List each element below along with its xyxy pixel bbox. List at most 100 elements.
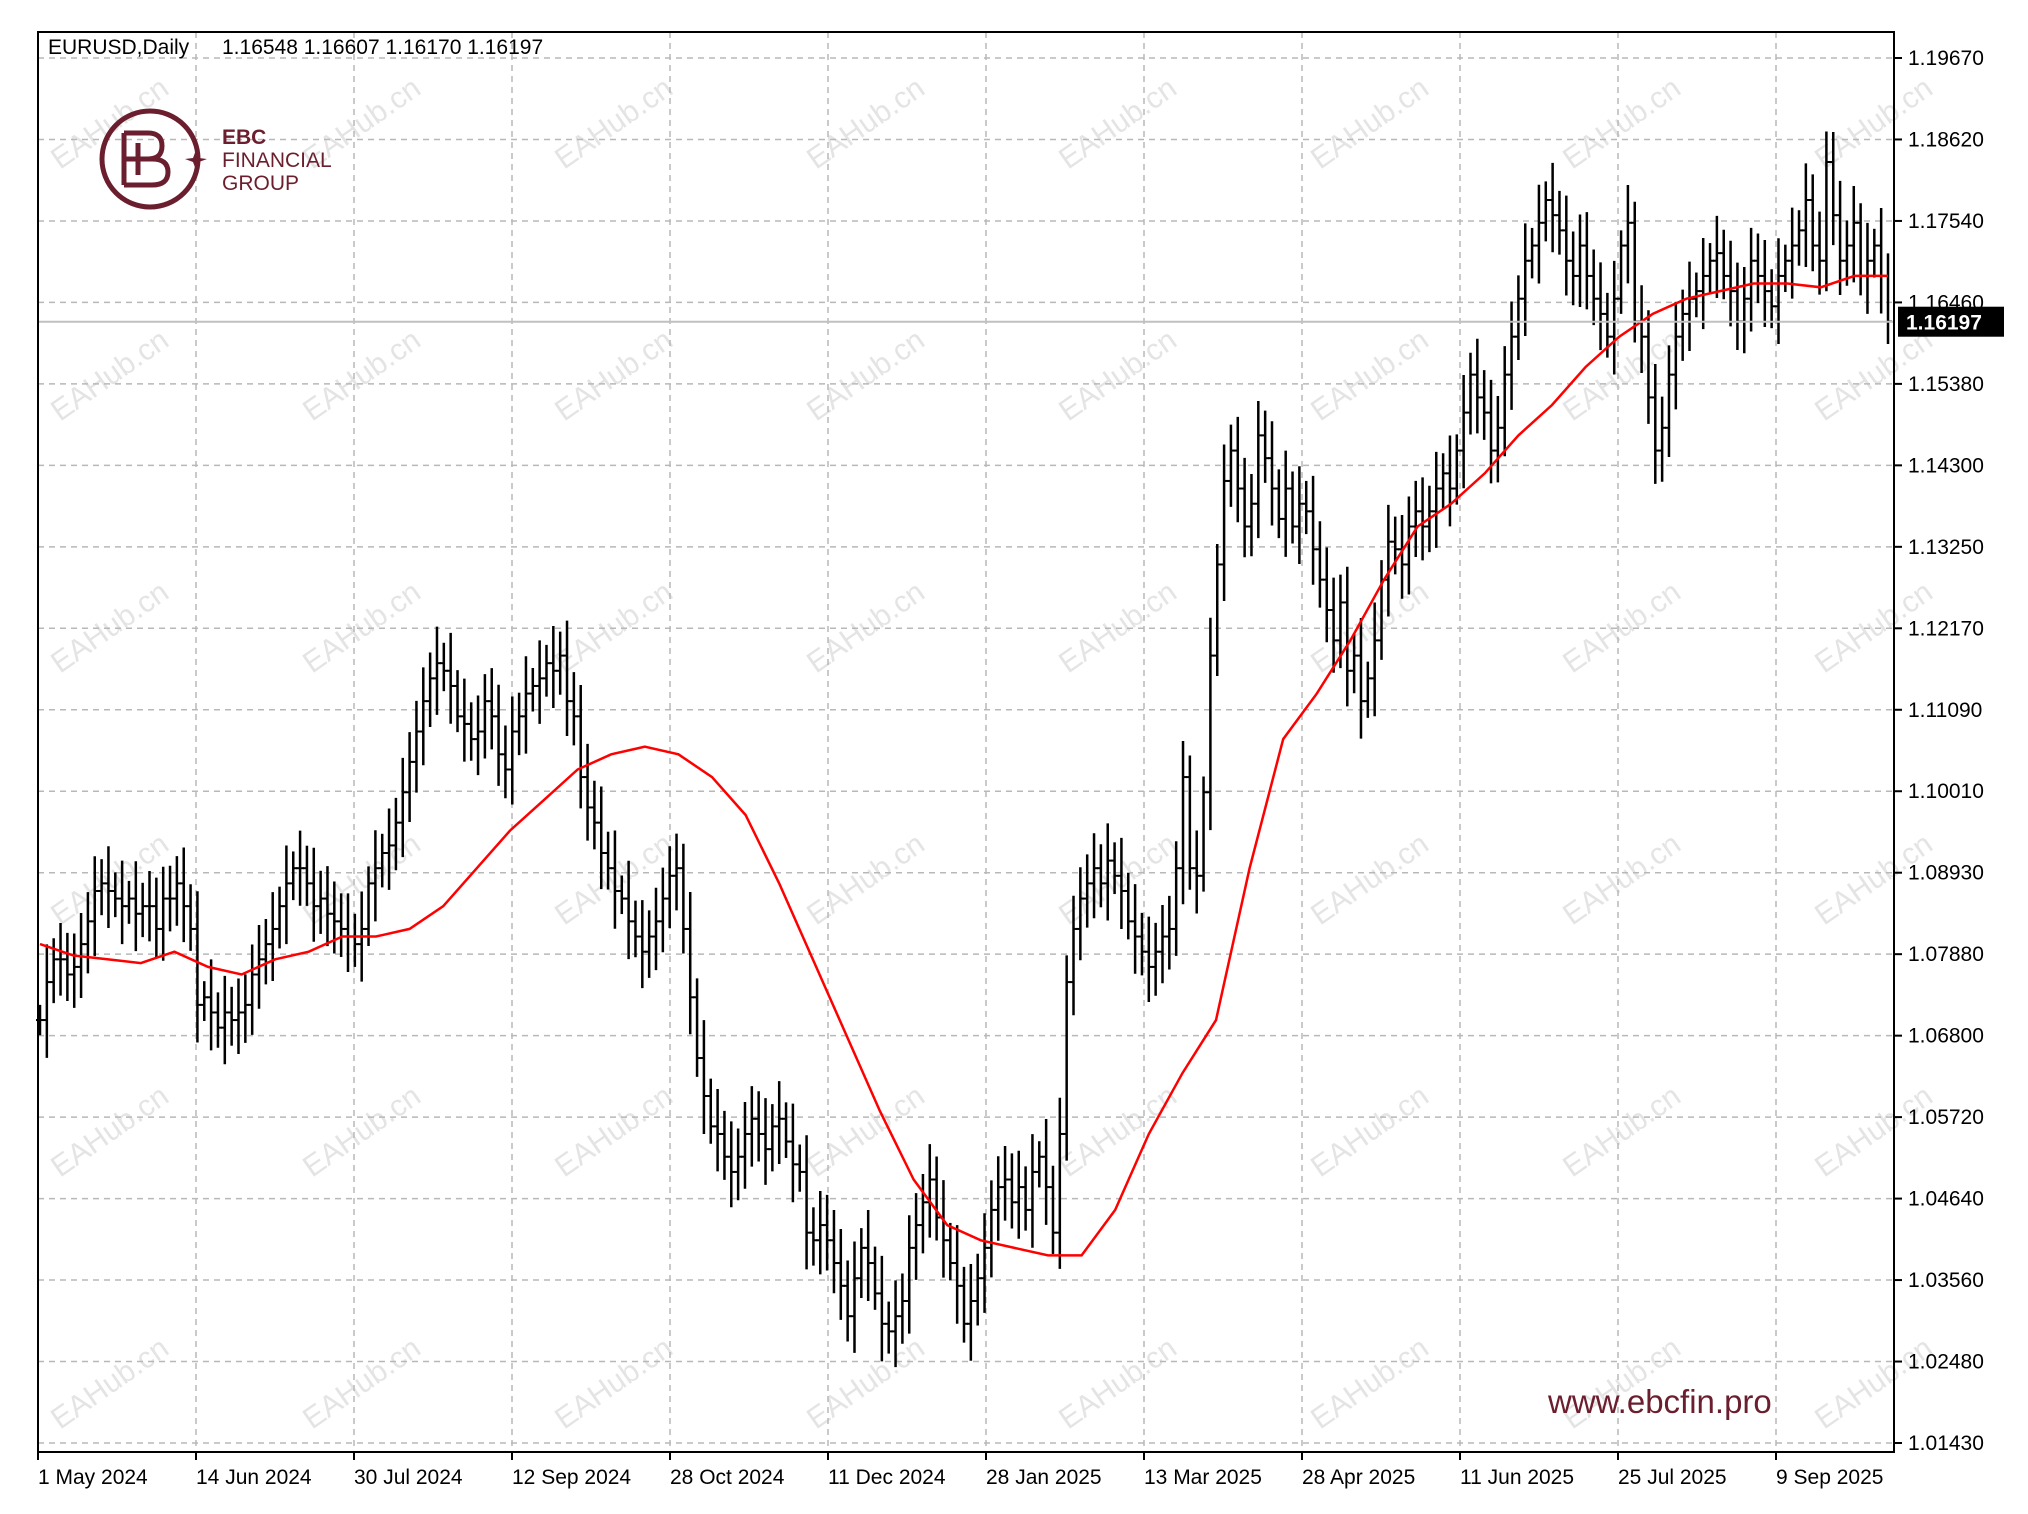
watermark-text: EAHub.cn bbox=[549, 71, 679, 176]
price-bar bbox=[864, 1209, 873, 1301]
watermark-text: EAHub.cn bbox=[1809, 71, 1939, 176]
price-bar bbox=[207, 959, 216, 1051]
price-bar bbox=[1165, 895, 1174, 970]
x-tick-label: 28 Oct 2024 bbox=[670, 1466, 785, 1489]
price-bar bbox=[1062, 955, 1071, 1161]
price-bar bbox=[145, 870, 154, 942]
price-bar bbox=[166, 865, 175, 932]
price-bar bbox=[1185, 755, 1194, 890]
watermark-text: EAHub.cn bbox=[1557, 1079, 1687, 1184]
price-bar bbox=[480, 674, 489, 759]
price-bar bbox=[918, 1174, 927, 1254]
price-bar bbox=[1411, 480, 1420, 557]
price-bar bbox=[186, 884, 195, 951]
x-tick-label: 9 Sep 2025 bbox=[1776, 1466, 1883, 1489]
brand-name-line2: FINANCIAL bbox=[222, 149, 332, 172]
price-bar bbox=[1302, 480, 1311, 535]
watermark-text: EAHub.cn bbox=[1305, 827, 1435, 932]
price-bar bbox=[1740, 266, 1749, 354]
price-bar bbox=[296, 830, 305, 906]
price-bar bbox=[227, 986, 236, 1046]
price-bar bbox=[1459, 374, 1468, 489]
y-tick-label: 1.05720 bbox=[1908, 1106, 1984, 1129]
price-bar bbox=[1001, 1145, 1010, 1221]
price-bar bbox=[63, 932, 72, 1001]
price-bar bbox=[836, 1228, 845, 1320]
price-bar bbox=[816, 1190, 825, 1275]
price-bar bbox=[1753, 233, 1762, 304]
plot-border bbox=[37, 31, 1895, 1453]
y-tick-label: 1.06800 bbox=[1908, 1025, 1984, 1048]
watermark-text: EAHub.cn bbox=[1557, 71, 1687, 176]
price-bar bbox=[515, 692, 524, 756]
price-bar bbox=[761, 1098, 770, 1185]
price-bar bbox=[1569, 231, 1578, 306]
y-tick-label: 1.10010 bbox=[1908, 780, 1984, 803]
price-bar bbox=[980, 1213, 989, 1313]
price-bar bbox=[1042, 1119, 1051, 1225]
price-bar bbox=[70, 933, 79, 1008]
price-bars bbox=[36, 131, 1892, 1368]
y-tick-label: 1.07880 bbox=[1908, 943, 1984, 966]
price-bar bbox=[1007, 1153, 1016, 1229]
y-tick-label: 1.19670 bbox=[1908, 47, 1984, 70]
y-tick-label: 1.15380 bbox=[1908, 373, 1984, 396]
price-bar bbox=[1144, 916, 1153, 1002]
price-bar bbox=[1014, 1150, 1023, 1239]
chart-frame bbox=[37, 31, 1895, 1453]
x-tick-label: 30 Jul 2024 bbox=[354, 1466, 463, 1489]
y-tick-label: 1.08930 bbox=[1908, 862, 1984, 885]
x-tick-label: 13 Mar 2025 bbox=[1144, 1466, 1262, 1489]
price-bar bbox=[1315, 521, 1324, 608]
chart-symbol: EURUSD,Daily bbox=[48, 36, 190, 59]
price-bar bbox=[453, 670, 462, 733]
price-bar bbox=[138, 882, 147, 938]
price-bar bbox=[652, 887, 660, 971]
x-tick-label: 14 Jun 2024 bbox=[196, 1466, 312, 1489]
price-bar bbox=[200, 981, 209, 1021]
price-bar bbox=[535, 640, 544, 724]
price-bar bbox=[686, 891, 695, 1035]
price-bar bbox=[1884, 253, 1892, 344]
price-bar bbox=[857, 1228, 866, 1299]
price-bar bbox=[734, 1128, 743, 1201]
price-bar bbox=[220, 975, 229, 1065]
price-bar bbox=[1473, 338, 1482, 434]
price-bar bbox=[1781, 244, 1790, 293]
price-bar bbox=[953, 1225, 962, 1324]
price-bar bbox=[1432, 451, 1441, 548]
watermark-text: EAHub.cn bbox=[45, 323, 175, 428]
price-bar bbox=[905, 1215, 914, 1334]
price-bar bbox=[460, 678, 469, 762]
price-bar bbox=[1480, 370, 1489, 440]
price-bar bbox=[426, 652, 435, 728]
price-bar bbox=[1699, 237, 1708, 330]
price-bar bbox=[1206, 617, 1215, 831]
y-axis: 1.196701.186201.175401.164601.153801.143… bbox=[1894, 47, 1984, 1455]
price-bar bbox=[1733, 262, 1742, 351]
x-tick-label: 1 May 2024 bbox=[38, 1466, 148, 1489]
price-bar bbox=[782, 1102, 791, 1158]
price-bar bbox=[1747, 227, 1756, 332]
watermark-text: EAHub.cn bbox=[45, 1331, 175, 1436]
price-bar bbox=[843, 1260, 852, 1342]
price-bar bbox=[1815, 211, 1824, 295]
price-bar bbox=[1439, 453, 1448, 509]
watermark-text: EAHub.cn bbox=[801, 827, 931, 932]
price-bar bbox=[1849, 185, 1858, 283]
price-bar bbox=[1213, 544, 1222, 677]
price-bar bbox=[720, 1110, 729, 1180]
price-bar bbox=[172, 856, 181, 926]
price-bar bbox=[1466, 352, 1475, 435]
price-bar bbox=[248, 944, 257, 1035]
watermark-text: EAHub.cn bbox=[801, 1331, 931, 1436]
price-bar bbox=[501, 725, 510, 799]
price-bar bbox=[1562, 195, 1571, 296]
watermark-text: EAHub.cn bbox=[1557, 827, 1687, 932]
price-bar bbox=[1521, 223, 1530, 337]
price-bar bbox=[1137, 912, 1146, 976]
price-bar bbox=[925, 1144, 934, 1238]
logo-b-icon bbox=[121, 130, 171, 188]
x-tick-label: 28 Apr 2025 bbox=[1302, 1466, 1415, 1489]
y-tick-label: 1.03560 bbox=[1908, 1269, 1984, 1292]
